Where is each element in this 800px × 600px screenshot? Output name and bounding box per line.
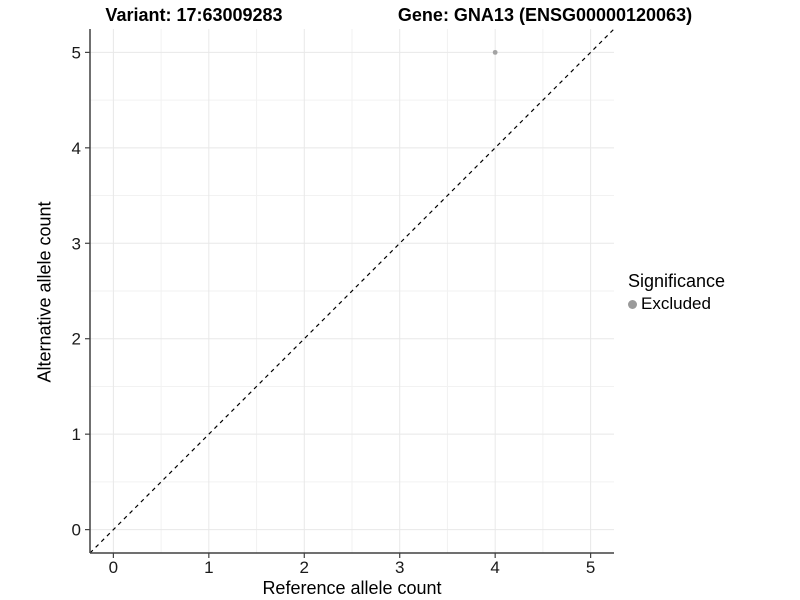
x-axis-title: Reference allele count bbox=[262, 578, 442, 598]
y-tick-label: 5 bbox=[72, 43, 81, 62]
x-tick-label: 1 bbox=[204, 558, 213, 577]
data-point bbox=[492, 49, 498, 55]
y-tick-label: 3 bbox=[72, 234, 81, 253]
y-tick-label: 4 bbox=[72, 139, 81, 158]
y-tick-label: 1 bbox=[72, 425, 81, 444]
gene-title: Gene: GNA13 (ENSG00000120063) bbox=[397, 5, 693, 25]
x-tick-label: 4 bbox=[490, 558, 499, 577]
legend-title: Significance bbox=[628, 271, 726, 291]
y-axis-title: Alternative allele count bbox=[34, 201, 55, 383]
legend-items: Excluded bbox=[628, 294, 725, 314]
y-tick-label: 0 bbox=[72, 521, 81, 540]
x-tick-label: 3 bbox=[395, 558, 404, 577]
variant-title: Variant: 17:63009283 bbox=[105, 5, 283, 25]
y-tick-label: 2 bbox=[72, 330, 81, 349]
legend-item: Excluded bbox=[628, 294, 725, 314]
legend: Significance Excluded bbox=[628, 271, 725, 314]
x-tick-label: 2 bbox=[300, 558, 309, 577]
x-tick-label: 5 bbox=[586, 558, 595, 577]
identity-dashed-line bbox=[89, 28, 615, 554]
legend-item-label: Excluded bbox=[641, 294, 711, 313]
x-tick-label: 0 bbox=[109, 558, 118, 577]
legend-point-icon bbox=[628, 299, 637, 309]
